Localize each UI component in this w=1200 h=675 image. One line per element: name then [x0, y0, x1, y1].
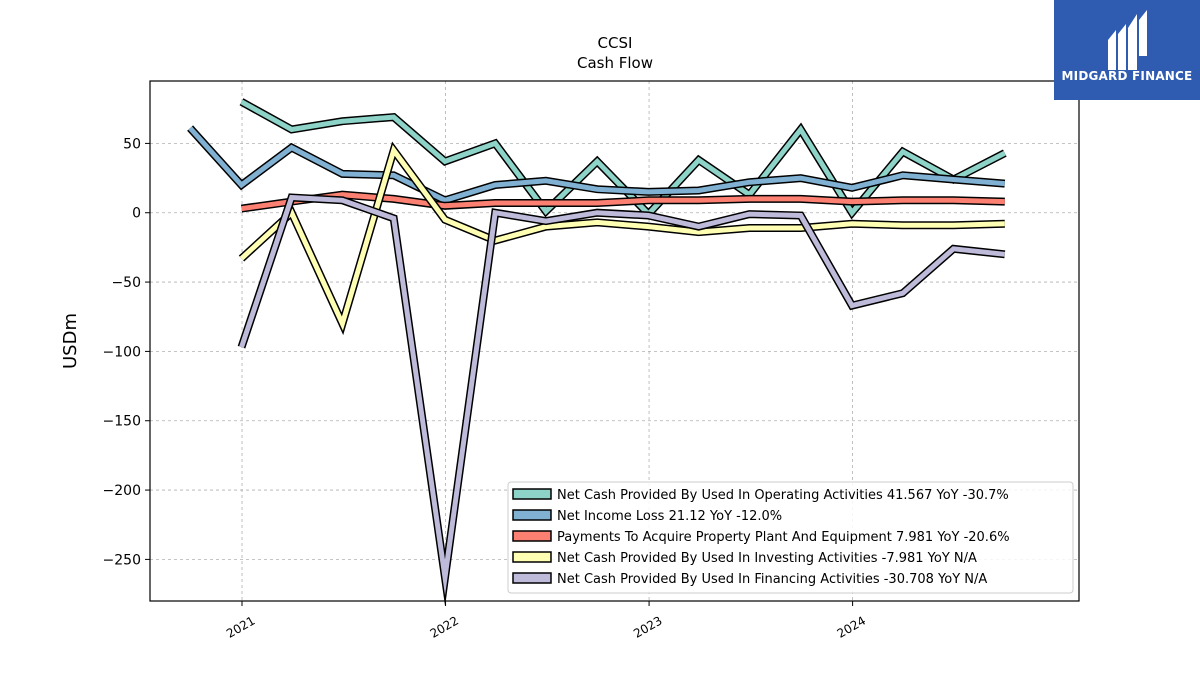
brand-name: MIDGARD FINANCE — [1061, 69, 1193, 83]
legend-swatch — [512, 509, 552, 521]
y-tick-label: 0 — [132, 206, 141, 222]
legend-entry: Net Cash Provided By Used In Operating A… — [557, 488, 1009, 503]
chart-subtitle: Cash Flow — [577, 54, 653, 72]
y-tick-label: −100 — [103, 344, 141, 360]
series-5 — [237, 193, 1006, 607]
y-axis-label: USDm — [60, 313, 81, 369]
x-tick-label: 2021 — [224, 613, 257, 640]
legend-swatch — [512, 572, 552, 584]
legend-box — [507, 481, 1074, 594]
series-line — [239, 194, 1006, 596]
x-tick-label: 2022 — [428, 613, 461, 640]
x-tick-label: 2023 — [631, 613, 664, 640]
legend-entry: Payments To Acquire Property Plant And E… — [557, 530, 1010, 545]
legend-entry: Net Income Loss 21.12 YoY -12.0% — [557, 509, 782, 524]
brand-logo: MIDGARD FINANCE — [1054, 0, 1200, 100]
legend-swatch — [512, 551, 552, 563]
legend: Net Cash Provided By Used In Operating A… — [507, 481, 1074, 594]
series-4 — [238, 141, 1005, 336]
series-line — [241, 192, 1005, 212]
y-tick-label: 50 — [123, 136, 141, 152]
chart-title: CCSI — [598, 34, 633, 52]
series-line — [239, 144, 1005, 331]
series-line — [188, 126, 1005, 203]
legend-entry: Net Cash Provided By Used In Investing A… — [557, 551, 977, 566]
midgard-m-logo-icon — [1108, 10, 1147, 70]
legend-swatch — [512, 530, 552, 542]
legend-entry: Net Cash Provided By Used In Financing A… — [557, 572, 987, 587]
plot-frame — [149, 80, 1080, 602]
y-tick-label: −50 — [111, 275, 141, 291]
series-3 — [240, 190, 1005, 213]
x-tick-label: 2024 — [835, 613, 868, 640]
y-tick-label: −200 — [103, 483, 141, 499]
legend-swatch — [512, 488, 552, 500]
series-2 — [187, 125, 1006, 205]
y-axis-ticks: 50 0 −50 −100 −150 −200 −250 — [103, 136, 150, 568]
y-tick-label: −150 — [103, 414, 141, 430]
x-axis-ticks: 2021 2022 2023 2024 — [224, 601, 868, 641]
y-tick-label: −250 — [103, 552, 141, 568]
series-lines — [187, 98, 1007, 607]
